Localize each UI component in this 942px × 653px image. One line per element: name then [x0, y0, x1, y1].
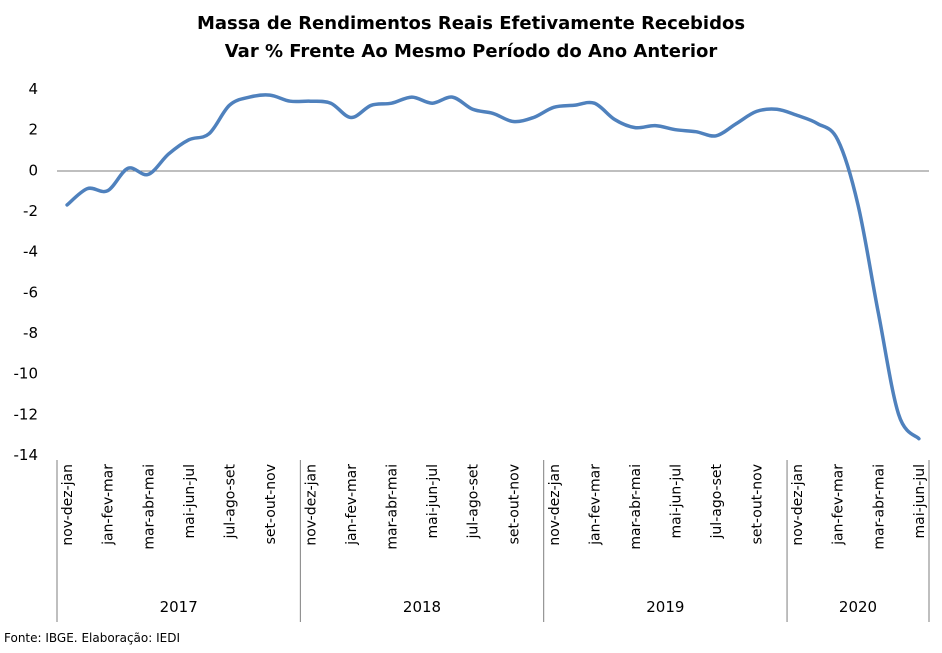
data-point [877, 311, 880, 314]
y-tick-label: -4 [23, 243, 38, 261]
y-tick-label: 0 [28, 161, 38, 179]
x-tick-label: mar-abr-mai [871, 464, 887, 550]
x-tick-label: mar-abr-mai [385, 464, 401, 550]
x-tick-label: jan-fev-mar [587, 464, 603, 546]
y-tick-label: -12 [14, 405, 39, 423]
data-point [228, 104, 231, 107]
chart-title-block: Massa de Rendimentos Reais Efetivamente … [0, 10, 942, 66]
data-point [309, 100, 312, 103]
data-point [715, 134, 718, 137]
x-tick-label: mai-jun-jul [669, 464, 685, 539]
x-tick-label: set-out-nov [506, 464, 522, 544]
chart-subtitle: Var % Frente Ao Mesmo Período do Ano Ant… [224, 41, 718, 62]
chart-title: Massa de Rendimentos Reais Efetivamente … [196, 13, 746, 34]
data-point [451, 96, 454, 99]
data-point [208, 132, 211, 135]
x-tick-label: nov-dez-jan [60, 464, 76, 546]
data-point [552, 106, 555, 109]
data-point [613, 118, 616, 121]
data-point [167, 153, 170, 156]
data-point [633, 126, 636, 129]
y-tick-label: -8 [23, 324, 38, 342]
data-point [917, 437, 920, 440]
y-tick-label: -14 [14, 446, 39, 464]
x-tick-label: jan-fev-mar [101, 464, 117, 546]
data-point [329, 102, 332, 105]
x-tick-label: nov-dez-jan [790, 464, 806, 546]
data-point [390, 102, 393, 105]
year-label: 2018 [403, 598, 441, 616]
data-point [897, 413, 900, 416]
data-point [694, 130, 697, 133]
data-point [289, 100, 292, 103]
y-tick-label: -10 [14, 365, 39, 383]
x-tick-label: nov-dez-jan [303, 464, 319, 546]
data-point [106, 189, 109, 192]
data-point [268, 94, 271, 97]
data-point [126, 167, 129, 170]
x-tick-label: mai-jun-jul [912, 464, 928, 539]
series-line-group [65, 93, 921, 441]
y-tick-label: 2 [28, 121, 38, 139]
source-note: Fonte: IBGE. Elaboração: IEDI [4, 631, 181, 645]
data-point [836, 138, 839, 141]
data-point [248, 96, 251, 99]
x-tick-label: set-out-nov [263, 464, 279, 544]
x-tick-label: mai-jun-jul [182, 464, 198, 539]
data-point [735, 122, 738, 125]
data-point [187, 138, 190, 141]
data-point [431, 102, 434, 105]
x-axis: nov-dez-jan jan-fev-mar mar-abr-mai mai-jun… [56, 460, 930, 622]
data-point [350, 116, 353, 119]
year-label: 2020 [839, 598, 877, 616]
data-point [370, 104, 373, 107]
data-point [573, 104, 576, 107]
data-point [796, 114, 799, 117]
data-point [86, 187, 89, 190]
x-tick-label: jan-fev-mar [831, 464, 847, 546]
x-tick-label: jul-ago-set [222, 463, 238, 539]
x-tick-label: jul-ago-set [466, 463, 482, 539]
data-point [775, 108, 778, 111]
year-label: 2017 [160, 598, 198, 616]
data-point [147, 173, 150, 176]
x-tick-label: set-out-nov [750, 464, 766, 544]
data-point [755, 110, 758, 113]
data-point [654, 124, 657, 127]
x-tick-label: jan-fev-mar [344, 464, 360, 546]
x-tick-label: mar-abr-mai [141, 464, 157, 550]
y-tick-label: -6 [23, 283, 38, 301]
data-point [532, 116, 535, 119]
x-tick-label: jul-ago-set [709, 463, 725, 539]
data-point [816, 122, 819, 125]
y-axis: 4 2 0 -2 -4 -6 -8 -10 -12 -14 [14, 80, 39, 464]
data-point [492, 112, 495, 115]
series-line [65, 93, 921, 441]
data-point [471, 108, 474, 111]
data-point [593, 102, 596, 105]
x-tick-label: mai-jun-jul [425, 464, 441, 539]
y-tick-label: -2 [23, 202, 38, 220]
y-tick-label: 4 [28, 80, 38, 98]
x-tick-label: nov-dez-jan [547, 464, 563, 546]
data-point [857, 203, 860, 206]
year-label: 2019 [646, 598, 684, 616]
data-point [66, 203, 69, 206]
data-point [410, 96, 413, 99]
data-point [512, 120, 515, 123]
x-tick-label: mar-abr-mai [628, 464, 644, 550]
data-point [674, 128, 677, 131]
